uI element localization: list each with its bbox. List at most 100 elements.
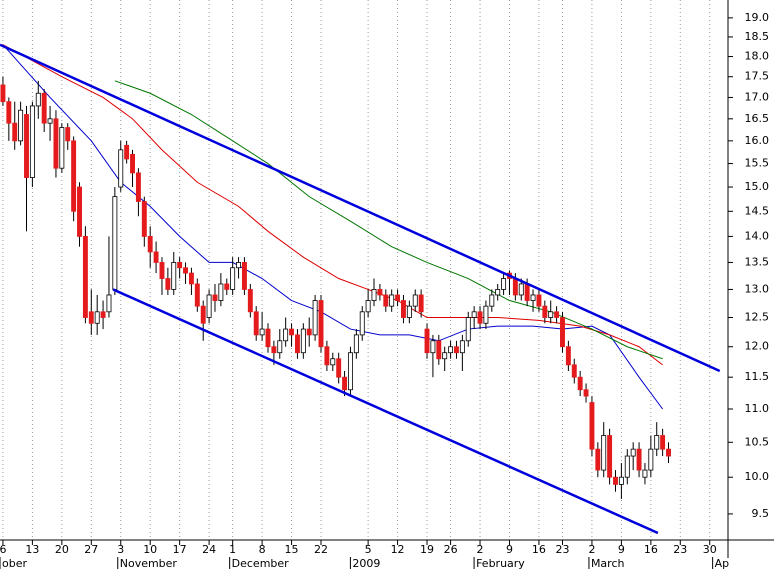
- y-tick-label: 9.5: [752, 507, 770, 520]
- candle-body: [188, 272, 194, 285]
- candle-body: [6, 101, 12, 124]
- candle-body: [618, 476, 624, 485]
- candle-body: [294, 334, 300, 354]
- candle-body: [442, 352, 448, 360]
- y-tick-label: 10.0: [745, 470, 770, 483]
- y-tick-label: 17.0: [745, 90, 770, 103]
- candle-body: [406, 305, 412, 318]
- candle-body: [365, 300, 371, 313]
- x-tick-label: 16: [644, 543, 658, 556]
- candle-body: [383, 294, 389, 307]
- moving-average-line: [114, 80, 663, 360]
- x-tick-label: 30: [703, 543, 717, 556]
- month-label: 2009: [352, 557, 380, 569]
- candle-body: [630, 448, 636, 457]
- candle-body: [524, 283, 530, 301]
- candle-body: [141, 201, 147, 237]
- candle-body: [153, 251, 159, 263]
- candle-body: [501, 278, 507, 290]
- candle-body: [118, 149, 124, 188]
- candle-body: [324, 346, 330, 366]
- candle-body: [477, 311, 483, 324]
- candle-body: [359, 311, 365, 336]
- candle-body: [548, 311, 554, 318]
- x-tick-label: 16: [532, 543, 546, 556]
- y-tick-label: 15.5: [745, 157, 770, 170]
- candle-body: [82, 236, 88, 318]
- candle-body: [471, 311, 477, 318]
- candle-body: [530, 294, 536, 301]
- y-tick-label: 11.0: [745, 402, 770, 415]
- candle-body: [224, 283, 230, 290]
- candle-body: [666, 448, 671, 457]
- y-tick-label: 10.5: [745, 435, 770, 448]
- candle-body: [512, 278, 518, 296]
- candle-body: [283, 328, 289, 342]
- month-label: December: [232, 557, 290, 569]
- trend-line: [0, 43, 721, 373]
- candle-body: [542, 305, 548, 318]
- candle-body: [241, 262, 247, 290]
- candle-body: [247, 289, 253, 313]
- candle-body: [336, 358, 342, 378]
- candle-body: [171, 262, 177, 290]
- candle-body: [589, 402, 595, 450]
- candle-body: [648, 448, 654, 471]
- candle-body: [259, 328, 265, 336]
- candle-body: [177, 262, 183, 269]
- candle-body: [94, 311, 100, 324]
- candle-body: [601, 435, 607, 471]
- x-tick-label: 5: [365, 543, 372, 556]
- candle-body: [577, 376, 583, 391]
- candle-body: [271, 346, 277, 354]
- y-tick-label: 11.5: [745, 370, 770, 383]
- candle-body: [12, 122, 18, 142]
- candle-body: [347, 352, 353, 391]
- candle-body: [465, 317, 471, 342]
- candle-body: [135, 172, 141, 202]
- candle-body: [71, 140, 77, 212]
- candle-body: [200, 305, 206, 324]
- x-tick-label: 23: [673, 543, 687, 556]
- candle-body: [289, 328, 295, 336]
- candle-body: [212, 294, 218, 301]
- x-tick-label: 10: [143, 543, 157, 556]
- candle-body: [459, 340, 465, 354]
- candle-body: [424, 328, 430, 354]
- x-tick-label: 1: [229, 543, 236, 556]
- x-tick-label: 2: [588, 543, 595, 556]
- candle-body: [395, 294, 401, 301]
- candle-body: [565, 346, 571, 366]
- x-tick-label: 26: [444, 543, 458, 556]
- y-tick-label: 13.5: [745, 255, 770, 268]
- candle-body: [595, 448, 601, 471]
- x-tick-label: 22: [314, 543, 328, 556]
- candle-body: [253, 311, 259, 336]
- candle-body: [106, 294, 112, 313]
- x-tick-label: 9: [618, 543, 625, 556]
- candle-body: [47, 118, 53, 124]
- candle-body: [489, 294, 495, 307]
- candle-body: [53, 118, 59, 169]
- x-tick-label: 24: [202, 543, 216, 556]
- y-tick-label: 16.5: [745, 112, 770, 125]
- candle-body: [88, 311, 94, 324]
- candle-body: [377, 289, 383, 296]
- candle-body: [206, 294, 212, 318]
- candle-body: [330, 358, 336, 366]
- candle-body: [29, 105, 35, 178]
- candle-body: [401, 300, 406, 318]
- y-tick-label: 15.0: [745, 180, 770, 193]
- candle-body: [194, 283, 200, 307]
- x-tick-label: 19: [420, 543, 434, 556]
- month-label: March: [591, 557, 625, 569]
- candle-body: [318, 300, 324, 348]
- candle-body: [389, 294, 395, 307]
- trend-line: [112, 288, 659, 535]
- candle-body: [624, 455, 630, 478]
- candle-body: [124, 144, 130, 160]
- candle-body: [65, 127, 71, 142]
- month-label: November: [120, 557, 178, 569]
